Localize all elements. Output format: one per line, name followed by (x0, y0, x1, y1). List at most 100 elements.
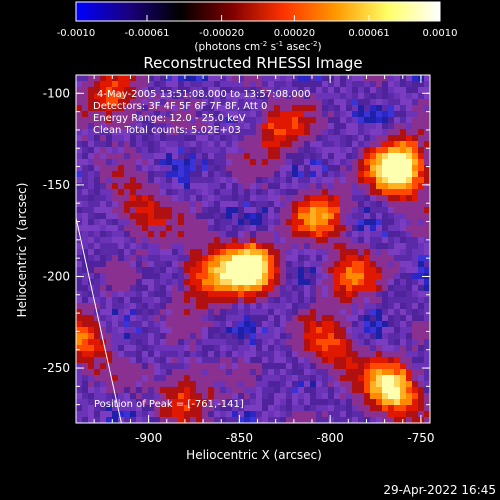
heatmap-cell (346, 303, 352, 309)
heatmap-cell (190, 189, 196, 195)
heatmap-cell (250, 411, 256, 417)
heatmap-cell (316, 303, 322, 309)
heatmap-cell (250, 105, 256, 111)
heatmap-cell (214, 243, 220, 249)
heatmap-cell (106, 249, 112, 255)
heatmap-cell (214, 231, 220, 237)
heatmap-cell (196, 279, 202, 285)
heatmap-cell (178, 405, 184, 411)
heatmap-cell (190, 315, 196, 321)
heatmap-cell (118, 327, 124, 333)
heatmap-cell (232, 327, 238, 333)
heatmap-cell (178, 111, 184, 117)
y-tick-label: -200 (43, 269, 70, 283)
heatmap-cell (394, 153, 400, 159)
heatmap-cell (202, 333, 208, 339)
heatmap-cell (406, 141, 412, 147)
heatmap-cell (94, 231, 100, 237)
heatmap-cell (322, 249, 328, 255)
heatmap-cell (418, 279, 424, 285)
heatmap-cell (406, 207, 412, 213)
heatmap-cell (76, 105, 82, 111)
heatmap-cell (142, 75, 148, 81)
heatmap-cell (184, 291, 190, 297)
heatmap-cell (118, 243, 124, 249)
heatmap-cell (316, 405, 322, 411)
heatmap-cell (202, 357, 208, 363)
heatmap-cell (130, 225, 136, 231)
heatmap-cell (322, 105, 328, 111)
heatmap-cell (142, 195, 148, 201)
heatmap-cell (400, 165, 406, 171)
heatmap-cell (346, 183, 352, 189)
heatmap-cell (172, 261, 178, 267)
heatmap-cell (160, 225, 166, 231)
heatmap-cell (346, 255, 352, 261)
heatmap-cell (160, 165, 166, 171)
heatmap-cell (106, 243, 112, 249)
heatmap-cell (238, 201, 244, 207)
heatmap-cell (304, 171, 310, 177)
heatmap-cell (208, 399, 214, 405)
heatmap-cell (136, 357, 142, 363)
heatmap-cell (112, 273, 118, 279)
heatmap-cell (82, 207, 88, 213)
heatmap-cell (76, 159, 82, 165)
heatmap-cell (340, 255, 346, 261)
heatmap-cell (136, 285, 142, 291)
annotation-detectors: Detectors: 3F 4F 5F 6F 7F 8F, Att 0 (93, 101, 267, 112)
heatmap-cell (358, 207, 364, 213)
heatmap-cell (292, 249, 298, 255)
heatmap-cell (388, 363, 394, 369)
heatmap-cell (400, 99, 406, 105)
heatmap-cell (376, 363, 382, 369)
heatmap-cell (190, 75, 196, 81)
heatmap-cell (196, 411, 202, 417)
heatmap-cell (328, 345, 334, 351)
heatmap-cell (286, 243, 292, 249)
heatmap-cell (328, 261, 334, 267)
heatmap-cell (334, 411, 340, 417)
heatmap-cell (304, 285, 310, 291)
heatmap-cell (268, 333, 274, 339)
heatmap-cell (400, 207, 406, 213)
heatmap-cell (382, 327, 388, 333)
heatmap-cell (88, 327, 94, 333)
heatmap-cell (202, 153, 208, 159)
heatmap-cell (100, 213, 106, 219)
heatmap-cell (256, 75, 262, 81)
heatmap-cell (346, 237, 352, 243)
heatmap-cell (112, 339, 118, 345)
heatmap-cell (160, 321, 166, 327)
heatmap-cell (394, 345, 400, 351)
heatmap-cell (352, 393, 358, 399)
heatmap-cell (82, 183, 88, 189)
heatmap-cell (286, 285, 292, 291)
heatmap-cell (172, 123, 178, 129)
heatmap-cell (148, 279, 154, 285)
heatmap-cell (196, 339, 202, 345)
heatmap-cell (418, 381, 424, 387)
heatmap-cell (280, 105, 286, 111)
heatmap-cell (304, 255, 310, 261)
heatmap-cell (400, 231, 406, 237)
heatmap-cell (94, 249, 100, 255)
heatmap-cell (142, 273, 148, 279)
heatmap-cell (184, 321, 190, 327)
heatmap-cell (208, 285, 214, 291)
heatmap-cell (94, 327, 100, 333)
heatmap-cell (172, 255, 178, 261)
heatmap-cell (178, 249, 184, 255)
heatmap-cell (208, 123, 214, 129)
heatmap-cell (388, 231, 394, 237)
heatmap-cell (358, 285, 364, 291)
heatmap-cell (280, 387, 286, 393)
heatmap-cell (130, 363, 136, 369)
heatmap-cell (76, 363, 82, 369)
heatmap-cell (238, 147, 244, 153)
heatmap-cell (400, 195, 406, 201)
heatmap-cell (268, 219, 274, 225)
heatmap-cell (172, 135, 178, 141)
heatmap-cell (190, 117, 196, 123)
heatmap-cell (394, 141, 400, 147)
